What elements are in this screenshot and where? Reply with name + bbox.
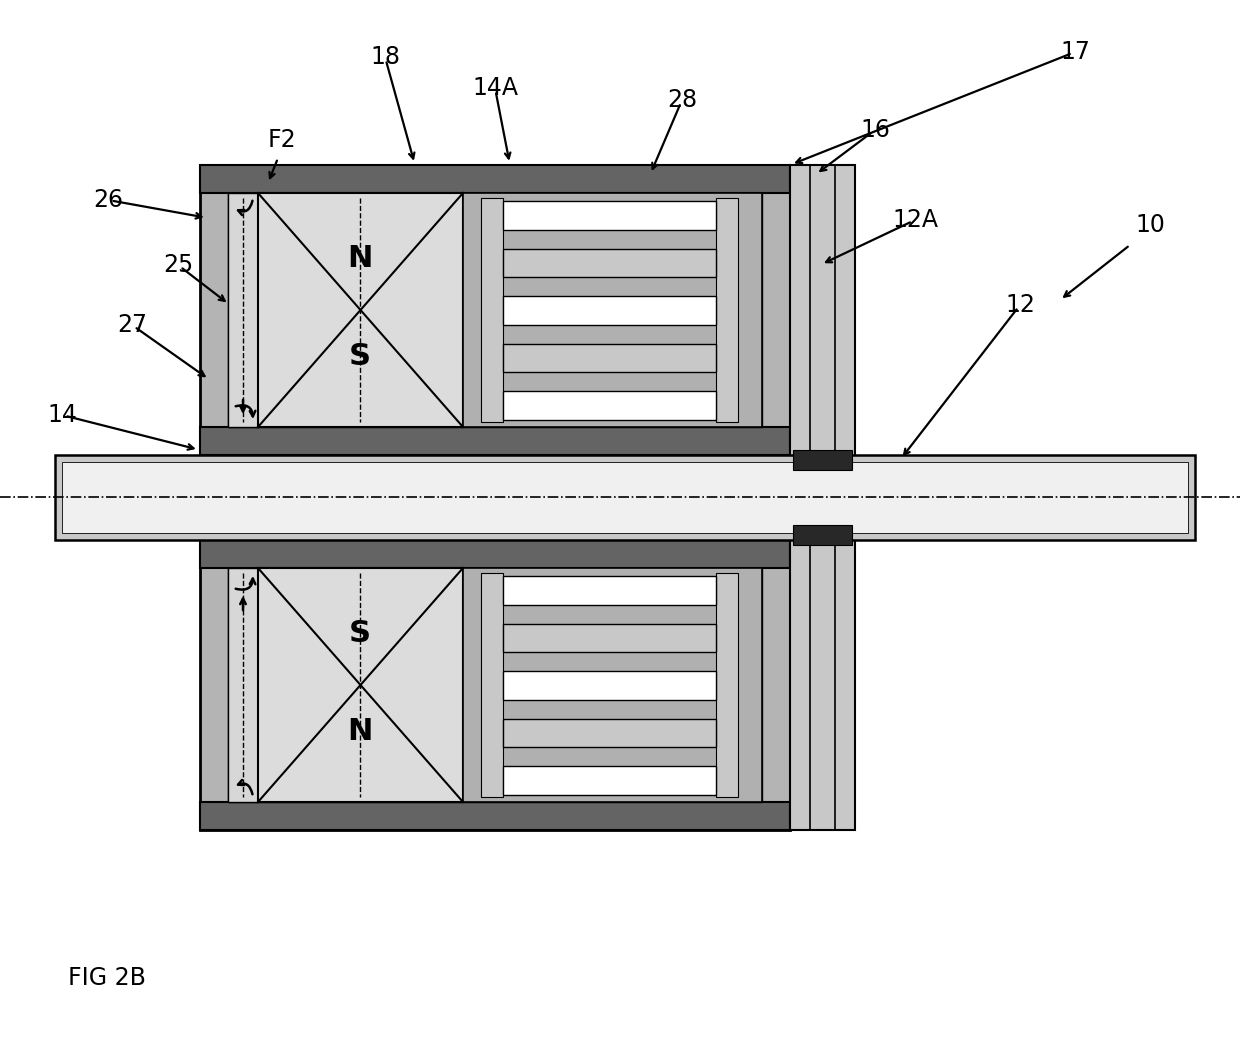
Text: 10: 10 bbox=[1135, 213, 1164, 237]
Text: N: N bbox=[347, 717, 373, 747]
Bar bbox=[228, 568, 258, 802]
Bar bbox=[503, 624, 715, 652]
Bar bbox=[503, 671, 715, 700]
Bar bbox=[228, 193, 763, 427]
Text: 18: 18 bbox=[370, 44, 401, 69]
Text: 28: 28 bbox=[667, 88, 697, 112]
Bar bbox=[794, 450, 852, 470]
Bar bbox=[258, 568, 463, 802]
Bar bbox=[200, 165, 790, 193]
Bar bbox=[715, 198, 738, 421]
Bar bbox=[228, 568, 763, 802]
Text: 27: 27 bbox=[117, 313, 148, 337]
Bar bbox=[503, 344, 715, 372]
Bar bbox=[503, 391, 715, 419]
Bar bbox=[62, 462, 1188, 533]
Bar bbox=[463, 568, 763, 802]
Bar bbox=[481, 198, 503, 421]
Bar bbox=[200, 540, 790, 568]
Bar bbox=[55, 455, 1195, 540]
Bar bbox=[228, 193, 258, 427]
Text: 16: 16 bbox=[861, 118, 890, 142]
Bar bbox=[258, 193, 463, 427]
Text: S: S bbox=[348, 342, 371, 372]
Bar bbox=[200, 427, 790, 455]
Bar bbox=[790, 165, 856, 830]
Text: 14: 14 bbox=[47, 403, 77, 427]
Bar bbox=[503, 201, 715, 230]
Bar bbox=[503, 297, 715, 325]
Bar bbox=[200, 540, 790, 830]
Text: 25: 25 bbox=[162, 253, 193, 277]
Bar bbox=[503, 767, 715, 794]
Bar bbox=[200, 802, 790, 830]
Text: 12: 12 bbox=[1006, 293, 1035, 317]
Text: S: S bbox=[348, 620, 371, 648]
Text: 26: 26 bbox=[93, 189, 123, 212]
Bar bbox=[62, 462, 1188, 533]
Bar bbox=[503, 719, 715, 748]
Bar bbox=[715, 573, 738, 797]
Bar bbox=[200, 165, 790, 455]
Text: FIG 2B: FIG 2B bbox=[68, 966, 146, 990]
Text: 17: 17 bbox=[1060, 40, 1090, 64]
Text: N: N bbox=[347, 244, 373, 273]
Bar bbox=[481, 573, 503, 797]
Text: 12A: 12A bbox=[892, 208, 937, 232]
Bar bbox=[503, 576, 715, 605]
Text: F2: F2 bbox=[268, 128, 296, 152]
Text: 14A: 14A bbox=[472, 76, 518, 100]
Bar bbox=[463, 193, 763, 427]
Bar bbox=[794, 525, 852, 545]
Bar bbox=[503, 249, 715, 277]
